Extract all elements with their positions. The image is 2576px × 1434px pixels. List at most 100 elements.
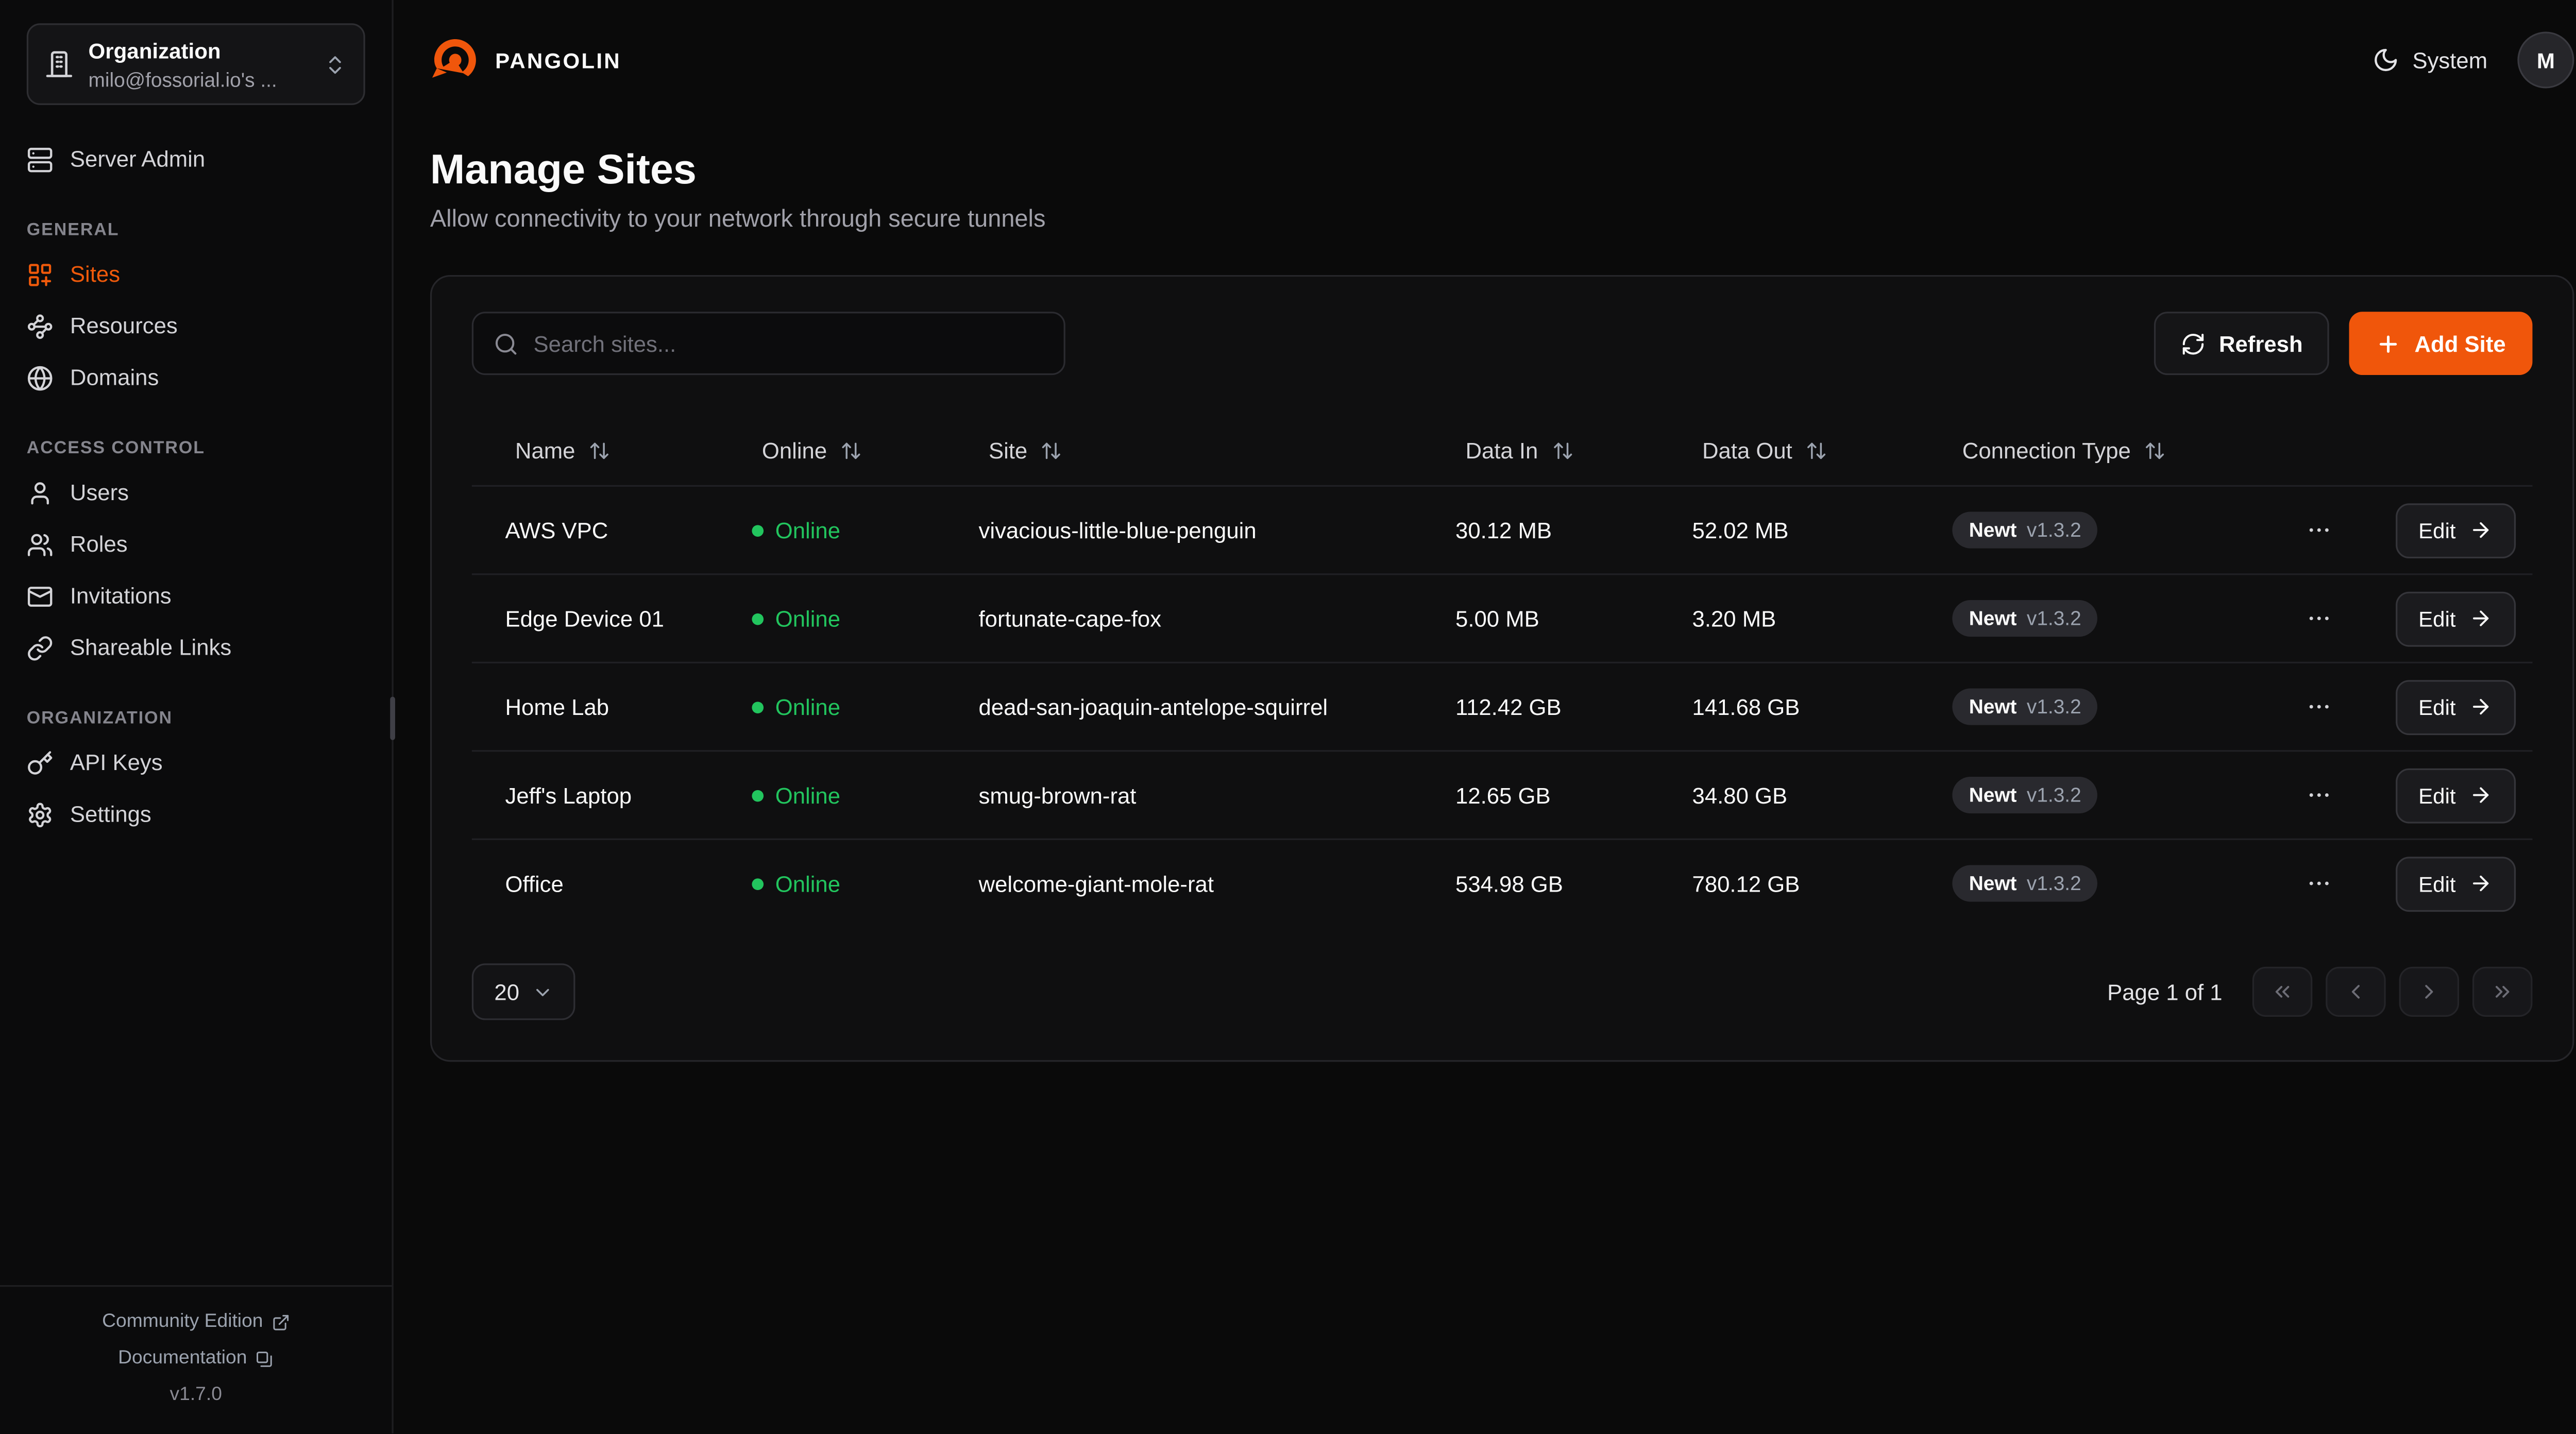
connection-type-badge: Newt v1.3.2 <box>1952 511 2098 549</box>
sidebar-item-api-keys[interactable]: API Keys <box>27 739 365 787</box>
org-title: Organization <box>88 38 221 63</box>
sidebar-item-users[interactable]: Users <box>27 468 365 517</box>
online-dot-icon <box>752 524 764 536</box>
community-edition-link[interactable]: Community Edition <box>20 1304 372 1341</box>
arrow-right-icon <box>2469 695 2493 718</box>
theme-label: System <box>2412 47 2488 73</box>
section-organization: ORGANIZATION <box>26 708 173 729</box>
sidebar-item-domains[interactable]: Domains <box>27 353 365 402</box>
documentation-link[interactable]: Documentation <box>20 1341 372 1377</box>
column-header-data-out[interactable]: Data Out <box>1675 437 1936 463</box>
data-in-value: 12.65 GB <box>1455 782 1551 808</box>
main-area: PANGOLIN System M Manage Sites Allow con… <box>395 0 2576 1434</box>
building-icon <box>45 50 73 78</box>
sidebar-item-label: API Keys <box>70 750 163 775</box>
page-size-select[interactable]: 20 <box>471 963 575 1020</box>
site-name: Home Lab <box>505 694 609 720</box>
search-input[interactable] <box>533 331 1044 356</box>
pangolin-logo-icon <box>430 35 480 85</box>
table-footer: 20 Page 1 of 1 <box>471 963 2533 1020</box>
brand-name: PANGOLIN <box>495 47 621 73</box>
sort-icon <box>1806 439 1827 461</box>
org-selector[interactable]: Organization milo@fossorial.io's ... <box>26 23 365 105</box>
theme-toggle[interactable]: System <box>2372 47 2487 74</box>
data-out-value: 34.80 GB <box>1692 782 1788 808</box>
section-access-control: ACCESS CONTROL <box>26 438 206 458</box>
sidebar-item-label: Resources <box>70 313 178 338</box>
site-slug: smug-brown-rat <box>978 782 1137 808</box>
row-menu-button[interactable] <box>2296 863 2343 903</box>
column-header-data-in[interactable]: Data In <box>1439 437 1676 463</box>
first-page-button[interactable] <box>2252 966 2313 1017</box>
sidebar-item-resources[interactable]: Resources <box>27 302 365 350</box>
site-name: AWS VPC <box>505 517 608 543</box>
refresh-button[interactable]: Refresh <box>2154 312 2330 375</box>
column-header-connection-type[interactable]: Connection Type <box>1936 437 2296 463</box>
edit-button[interactable]: Edit <box>2395 767 2516 823</box>
top-bar: PANGOLIN System M <box>430 0 2574 120</box>
sidebar-item-invitations[interactable]: Invitations <box>27 572 365 620</box>
last-page-button[interactable] <box>2472 966 2533 1017</box>
sort-icon <box>588 439 610 461</box>
status-badge: Online <box>735 694 962 719</box>
site-name: Office <box>505 870 564 896</box>
connection-type-badge: Newt v1.3.2 <box>1952 776 2098 814</box>
connection-type-badge: Newt v1.3.2 <box>1952 688 2098 725</box>
column-header-online[interactable]: Online <box>735 437 962 463</box>
sidebar-item-label: Settings <box>70 801 151 827</box>
sidebar-item-roles[interactable]: Roles <box>27 520 365 569</box>
sort-icon <box>840 439 862 461</box>
globe-icon <box>27 364 54 391</box>
connection-type-badge: Newt v1.3.2 <box>1952 600 2098 637</box>
external-link-icon <box>272 1313 290 1332</box>
moon-icon <box>2372 47 2399 74</box>
chevron-down-icon <box>531 981 553 1002</box>
sort-icon <box>1551 439 1573 461</box>
previous-page-button[interactable] <box>2326 966 2386 1017</box>
column-header-site[interactable]: Site <box>962 437 1438 463</box>
status-badge: Online <box>735 606 962 631</box>
search-box <box>471 312 1065 375</box>
row-menu-button[interactable] <box>2296 687 2343 727</box>
online-dot-icon <box>752 789 764 801</box>
avatar[interactable]: M <box>2517 31 2574 89</box>
data-in-value: 534.98 GB <box>1455 870 1563 896</box>
edit-button[interactable]: Edit <box>2395 856 2516 911</box>
edit-button[interactable]: Edit <box>2395 502 2516 558</box>
site-slug: fortunate-cape-fox <box>978 606 1162 631</box>
add-site-button[interactable]: Add Site <box>2349 312 2533 375</box>
edit-button[interactable]: Edit <box>2395 591 2516 646</box>
sidebar-item-server-admin[interactable]: Server Admin <box>27 135 365 183</box>
site-slug: welcome-giant-mole-rat <box>978 870 1214 896</box>
status-badge: Online <box>735 518 962 542</box>
row-menu-button[interactable] <box>2296 599 2343 639</box>
data-out-value: 780.12 GB <box>1692 870 1800 896</box>
online-dot-icon <box>752 877 764 890</box>
sidebar-item-settings[interactable]: Settings <box>27 790 365 839</box>
user-icon <box>27 479 54 506</box>
online-dot-icon <box>752 612 764 624</box>
edit-button[interactable]: Edit <box>2395 679 2516 735</box>
data-out-value: 52.02 MB <box>1692 517 1789 543</box>
arrow-right-icon <box>2469 518 2493 541</box>
column-header-name[interactable]: Name <box>488 437 735 463</box>
table-row: Jeff's Laptop Online smug-brown-rat 12.6… <box>471 750 2533 839</box>
waypoints-icon <box>27 313 54 339</box>
sidebar-nav: Server Admin GENERAL Sites Resources Do <box>0 105 392 842</box>
row-menu-button[interactable] <box>2296 510 2343 550</box>
sidebar-item-sites[interactable]: Sites <box>27 250 365 298</box>
row-menu-button[interactable] <box>2296 775 2343 815</box>
data-out-value: 141.68 GB <box>1692 694 1800 720</box>
online-dot-icon <box>752 701 764 713</box>
sidebar-item-shareable-links[interactable]: Shareable Links <box>27 623 365 672</box>
key-icon <box>27 749 54 776</box>
chevrons-up-down-icon <box>324 53 347 76</box>
mail-icon <box>27 583 54 609</box>
sidebar-item-label: Sites <box>70 262 121 287</box>
next-page-button[interactable] <box>2399 966 2460 1017</box>
book-icon <box>256 1350 274 1369</box>
sidebar-resize-handle[interactable] <box>390 696 395 740</box>
org-subtitle: milo@fossorial.io's ... <box>88 68 277 92</box>
table-row: Office Online welcome-giant-mole-rat 534… <box>471 838 2533 927</box>
